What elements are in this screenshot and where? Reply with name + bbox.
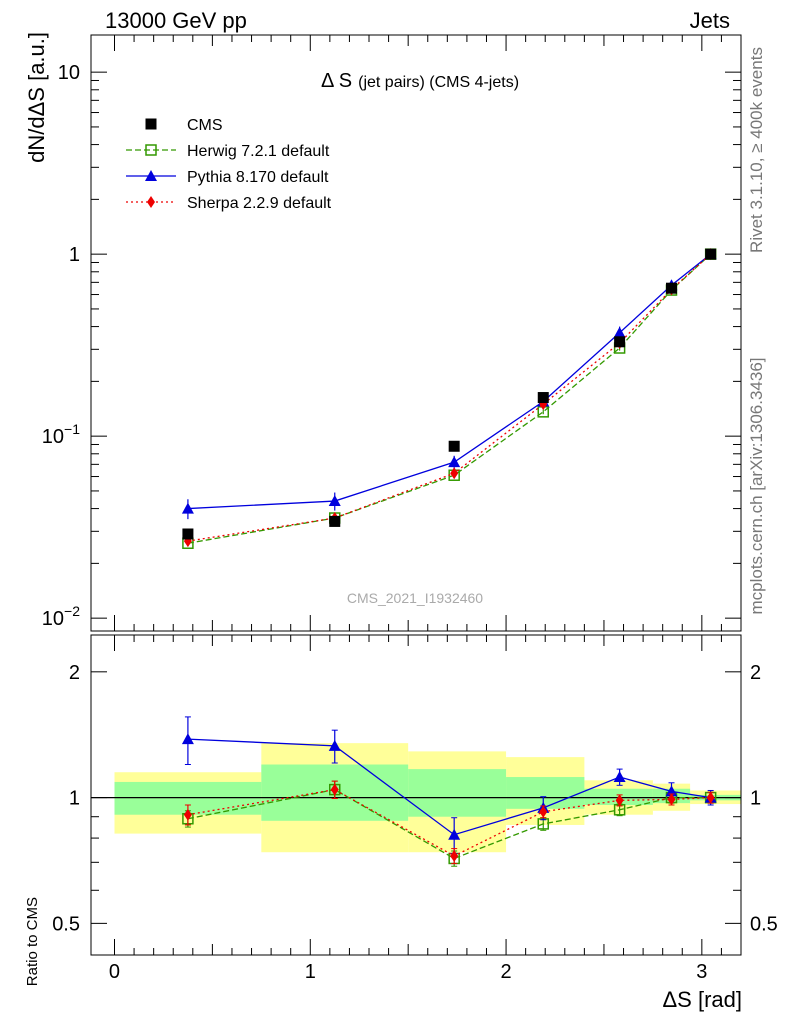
- band-inner: [506, 777, 585, 809]
- legend-marker-herwig: [145, 144, 157, 156]
- ratio-point-sherpa: [183, 808, 192, 821]
- ratio-point-pythia: [328, 739, 341, 751]
- point-cms: [537, 392, 549, 404]
- point-cms: [182, 528, 194, 540]
- ratio-point-pythia: [613, 771, 626, 783]
- main-ytick-label: 10: [58, 62, 80, 84]
- side-label-top: Rivet 3.1.10, ≥ 400k events: [747, 47, 766, 253]
- main-ytick-label: 10−2: [42, 603, 80, 630]
- legend-label-cms: CMS: [187, 117, 223, 134]
- ratio-frame: [90, 634, 742, 956]
- ratio-ytick-label-right: 0.5: [750, 913, 778, 935]
- main-ytick-label-exponent: −2: [64, 603, 80, 619]
- ratio-point-sherpa: [667, 793, 676, 806]
- legend-marker-sherpa: [147, 196, 155, 208]
- ratio-point-sherpa: [539, 805, 548, 818]
- point-cms: [705, 248, 717, 260]
- series-cms: [182, 248, 717, 540]
- legend-marker-cms: [145, 118, 157, 130]
- series-sherpa: [183, 248, 715, 548]
- xtick-label: 0: [109, 961, 120, 983]
- ratio-point-sherpa: [615, 794, 624, 807]
- series-line-herwig: [187, 253, 712, 544]
- legend-item-herwig: Herwig 7.2.1 default: [126, 143, 330, 160]
- xtick-label: 1: [305, 961, 316, 983]
- point-cms: [665, 282, 677, 294]
- legend-item-pythia: Pythia 8.170 default: [126, 169, 329, 186]
- header-left: 13000 GeV pp: [105, 8, 247, 33]
- ratio-series-sherpa: [183, 780, 715, 865]
- main-ylabel: dN/dΔS [a.u.]: [24, 32, 49, 163]
- ratio-ylabel: Ratio to CMS: [24, 897, 41, 986]
- legend: CMS Herwig 7.2.1 default Pythia 8.170 defa…: [126, 117, 332, 212]
- ratio-ytick-label: 2: [69, 662, 80, 684]
- ratio-point-sherpa: [330, 783, 339, 796]
- point-sherpa: [450, 467, 459, 480]
- ratio-point-sherpa: [450, 849, 459, 862]
- plot-title-sub: (jet pairs) (CMS 4-jets): [358, 74, 519, 91]
- point-cms: [448, 440, 460, 452]
- ratio-point-sherpa: [706, 791, 715, 804]
- ratio-ytick-label-right: 2: [750, 662, 761, 684]
- ratio-point-pythia: [448, 828, 461, 840]
- series-herwig: [182, 248, 717, 549]
- point-cms: [329, 515, 341, 527]
- point-pythia: [181, 502, 194, 514]
- main-ytick-label: 10−1: [42, 421, 80, 448]
- point-cms: [614, 336, 626, 348]
- ratio-plot: 2 2 1 1 0.5 0.5 0 1 2 3: [52, 662, 778, 983]
- xlabel: ΔS [rad]: [662, 987, 742, 1012]
- ratio-point-pythia: [181, 733, 194, 745]
- point-pythia: [448, 456, 461, 468]
- ratio-ytick-label-right: 1: [750, 788, 761, 810]
- header-right: Jets: [690, 8, 730, 33]
- xtick-label: 2: [500, 961, 511, 983]
- main-ytick-label-base: 10: [42, 426, 64, 448]
- point-pythia: [613, 326, 626, 338]
- legend-marker-pythia: [145, 170, 157, 181]
- main-ytick-label-exponent: −1: [64, 421, 80, 437]
- legend-label-pythia: Pythia 8.170 default: [187, 169, 329, 186]
- ratio-ytick-label: 0.5: [52, 913, 80, 935]
- series-line-sherpa: [187, 253, 712, 542]
- side-label-bottom: mcplots.cern.ch [arXiv:1306.3436]: [747, 357, 766, 614]
- legend-label-sherpa: Sherpa 2.2.9 default: [187, 195, 332, 212]
- point-pythia: [328, 495, 341, 507]
- main-ytick-label-base: 1: [69, 244, 80, 266]
- legend-item-cms: CMS: [145, 117, 223, 134]
- legend-label-herwig: Herwig 7.2.1 default: [187, 143, 330, 160]
- main-ytick-label-base: 10: [58, 62, 80, 84]
- legend-item-sherpa: Sherpa 2.2.9 default: [126, 195, 332, 212]
- plot-title-main: Δ S: [321, 70, 352, 92]
- watermark: CMS_2021_I1932460: [347, 590, 483, 606]
- plot-title: Δ S (jet pairs) (CMS 4-jets): [321, 70, 519, 92]
- band-inner: [408, 769, 507, 817]
- main-ytick-label: 1: [69, 244, 80, 266]
- main-frame: [90, 34, 742, 632]
- ratio-ytick-label: 1: [69, 788, 80, 810]
- xtick-label: 3: [696, 961, 707, 983]
- main-ytick-label-base: 10: [42, 608, 64, 630]
